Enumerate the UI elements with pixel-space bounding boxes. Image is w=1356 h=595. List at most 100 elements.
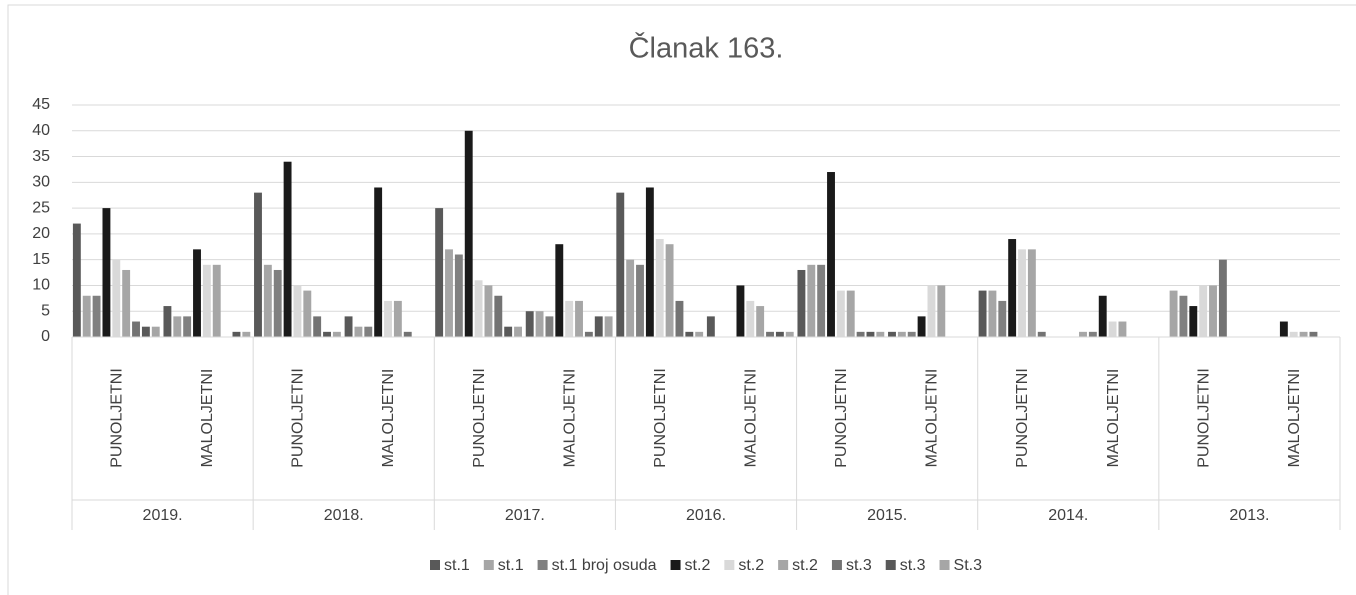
bar [1199,285,1208,337]
bar [364,326,373,337]
x-tick-label: MALOLJETNI [199,369,216,468]
bar [1189,306,1198,337]
y-tick-label: 40 [32,122,50,139]
bar [344,316,353,337]
bar [254,192,262,337]
bar [685,331,694,337]
x-tick-label: MALOLJETNI [1286,369,1303,468]
bar [575,300,583,337]
group-label: 2016. [686,507,726,524]
legend-label: st.1 broj osuda [552,557,657,574]
x-tick-label: MALOLJETNI [380,369,397,468]
bar [323,331,331,337]
bar [535,311,544,337]
bar [303,290,312,337]
bar [484,285,493,337]
bar [193,249,201,337]
bar [102,208,111,337]
bar [242,331,251,337]
y-tick-label: 25 [32,199,50,216]
bar [1169,290,1178,337]
y-tick-label: 10 [32,277,50,294]
x-tick-label: PUNOLJETNI [1195,368,1212,468]
bar [846,290,855,337]
bar [665,244,674,337]
legend-swatch [537,560,548,570]
x-tick-label: MALOLJETNI [743,369,760,468]
bar [866,331,875,337]
bar [313,316,322,337]
bar [212,264,221,337]
bar [626,259,635,337]
x-tick-label: PUNOLJETNI [1014,368,1031,468]
bar [354,326,363,337]
bar [1279,321,1288,337]
bar [183,316,192,337]
bar [907,331,916,337]
legend-label: st.2 [738,557,764,574]
x-tick-label: PUNOLJETNI [652,368,669,468]
bar [1037,331,1046,337]
bar [72,223,81,337]
bar [92,295,101,337]
x-tick-label: MALOLJETNI [924,369,941,468]
bar [374,187,383,337]
legend-swatch [724,560,735,570]
bar [675,300,684,337]
bar [1209,285,1217,337]
bar [555,244,564,337]
bar [988,290,997,337]
bar [293,285,302,337]
bar [1018,249,1026,337]
bar [645,187,654,337]
legend-label: st.2 [685,557,711,574]
bar [1299,331,1308,337]
bar [82,295,91,337]
bar [1218,259,1227,337]
bar [897,331,906,337]
legend-swatch [778,560,789,570]
group-label: 2015. [867,507,907,524]
x-tick-label: PUNOLJETNI [833,368,850,468]
bar [403,331,412,337]
y-tick-label: 30 [32,174,50,191]
bar [1088,331,1097,337]
bar [232,331,241,337]
bar [545,316,554,337]
bar [283,161,292,337]
bar [514,326,522,337]
bar [273,269,282,337]
bar [888,331,896,337]
x-tick-label: MALOLJETNI [1105,369,1122,468]
group-label: 2014. [1048,507,1088,524]
bar [817,264,826,337]
bar [132,321,140,337]
bar [173,316,182,337]
y-tick-label: 0 [41,328,50,345]
chart-title: Članak 163. [629,31,784,65]
x-tick-label: PUNOLJETNI [471,368,488,468]
bar [836,290,845,337]
bar [706,316,715,337]
bar [766,331,774,337]
bar [202,264,211,337]
legend-label: St.3 [954,557,983,574]
bar [807,264,816,337]
bar [937,285,946,337]
bar [454,254,463,337]
x-tick-label: PUNOLJETNI [109,368,126,468]
bar [604,316,613,337]
bar [785,331,794,337]
bar [998,300,1007,337]
bar [584,331,593,337]
group-label: 2017. [505,507,545,524]
bar [736,285,745,337]
bar [1027,249,1036,337]
legend-swatch [670,560,681,570]
legend-swatch [831,560,842,570]
bar [141,326,150,337]
x-tick-label: MALOLJETNI [561,369,578,468]
bar [1289,331,1298,337]
bar [978,290,987,337]
